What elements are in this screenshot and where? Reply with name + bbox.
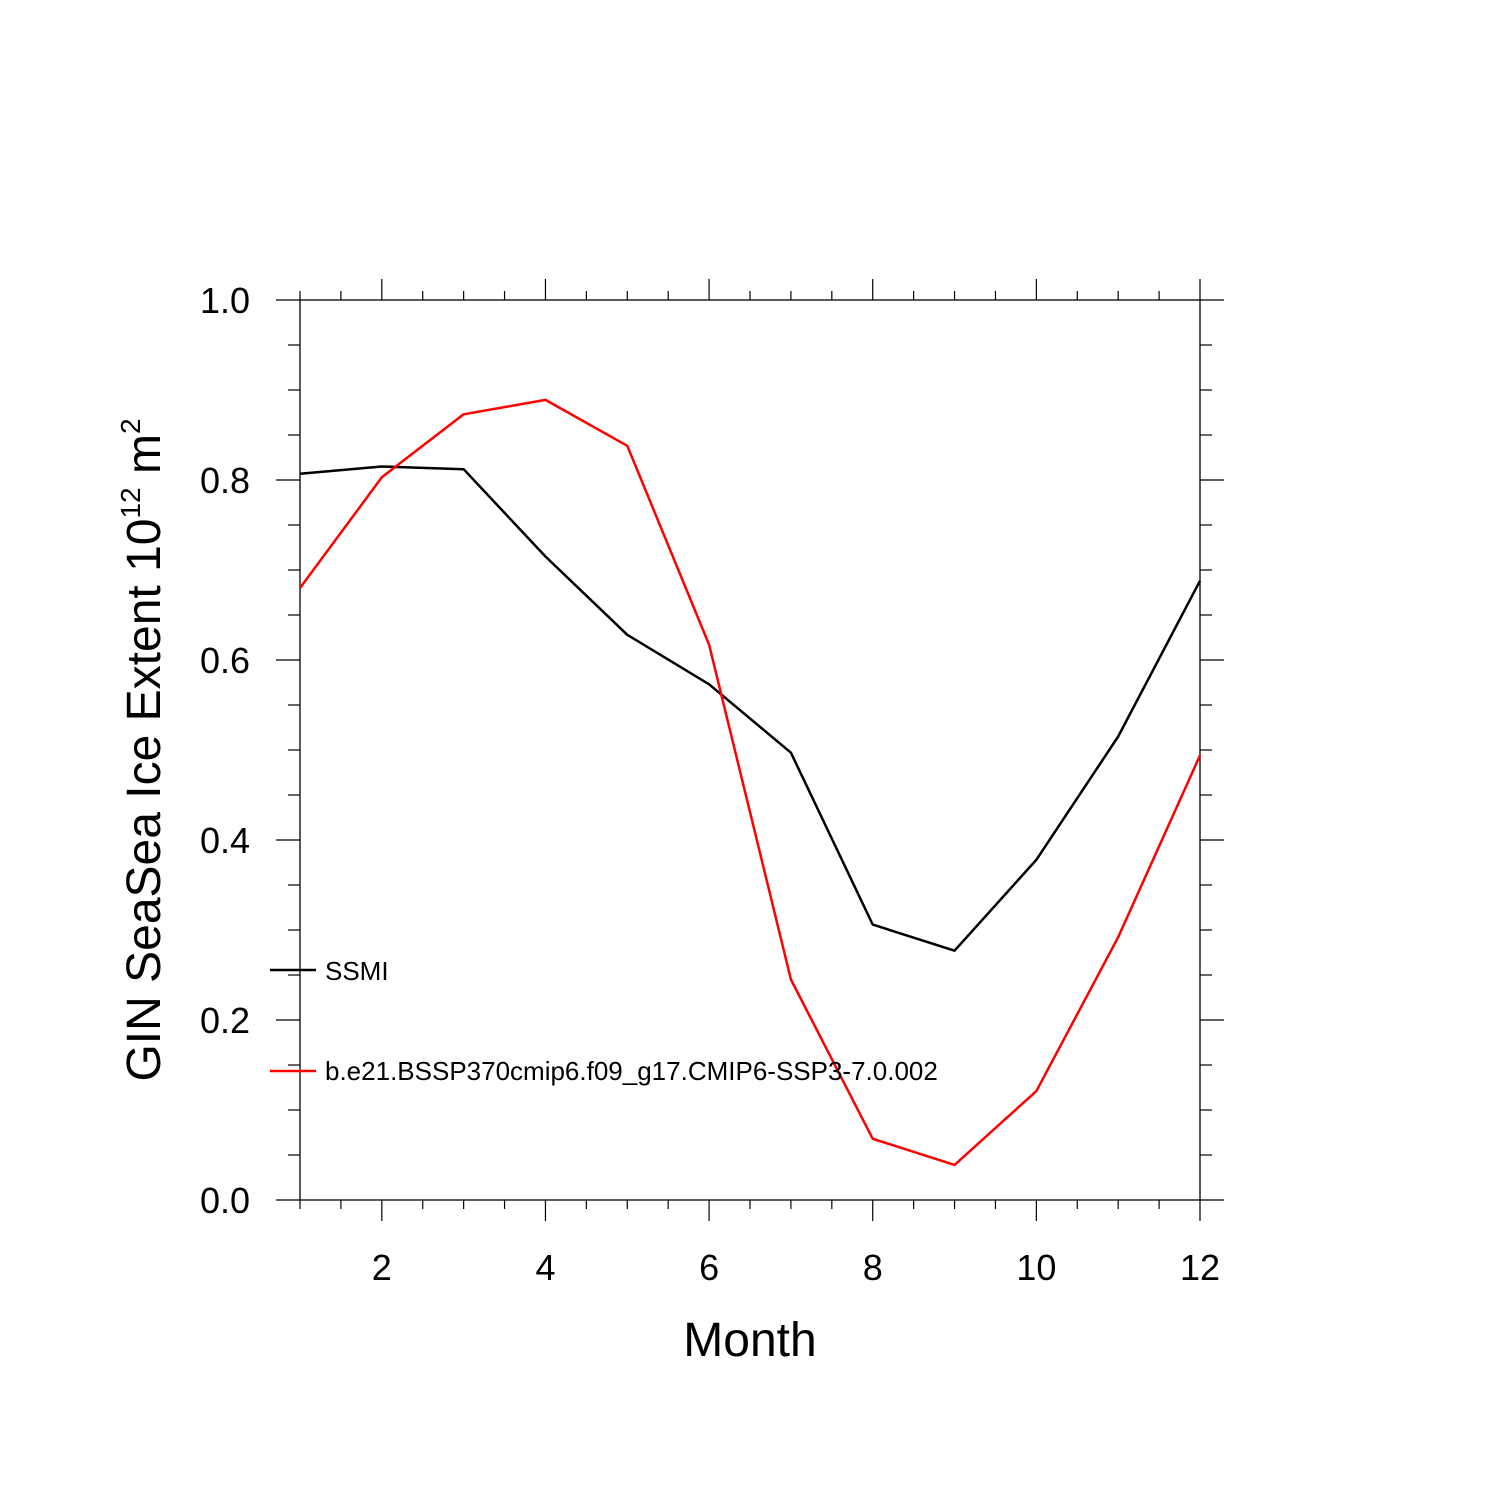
legend: SSMI b.e21.BSSP370cmip6.f09_g17.CMIP6-SS… [270,956,938,1086]
series-line-model [298,398,1202,1167]
series-lines [298,398,1202,1167]
legend-label-model: b.e21.BSSP370cmip6.f09_g17.CMIP6-SSP3-7.… [325,1056,938,1086]
y-tick-label: 0.6 [200,640,250,681]
legend-label-ssmi: SSMI [325,956,389,986]
tick-labels: 2 4 6 8 10 12 0.0 0.2 0.4 0.6 0.8 1.0 [200,280,1220,1288]
x-tick-label: 8 [863,1247,883,1288]
y-axis-title-exponent: 12 [115,487,146,518]
x-tick-label: 10 [1016,1247,1056,1288]
y-axis-title: GIN SeaSea Ice Extent 1012 m2 [115,418,171,1081]
y-axis-title-unit-exponent: 2 [115,418,146,434]
y-tick-label: 1.0 [200,280,250,321]
x-axis-title: Month [683,1314,816,1367]
y-tick-label: 0.8 [200,460,250,501]
y-tick-label: 0.2 [200,1000,250,1041]
y-tick-label: 0.4 [200,820,250,861]
y-tick-label: 0.0 [200,1180,250,1221]
x-tick-label: 12 [1180,1247,1220,1288]
x-tick-label: 4 [535,1247,555,1288]
axis-ticks [276,279,1224,1221]
y-axis-title-unit: m [118,434,171,487]
y-axis-title-main: GIN SeaSea Ice Extent 10 [118,519,171,1082]
series-line-ssmi [299,465,1202,952]
x-tick-label: 6 [699,1247,719,1288]
x-tick-label: 2 [372,1247,392,1288]
